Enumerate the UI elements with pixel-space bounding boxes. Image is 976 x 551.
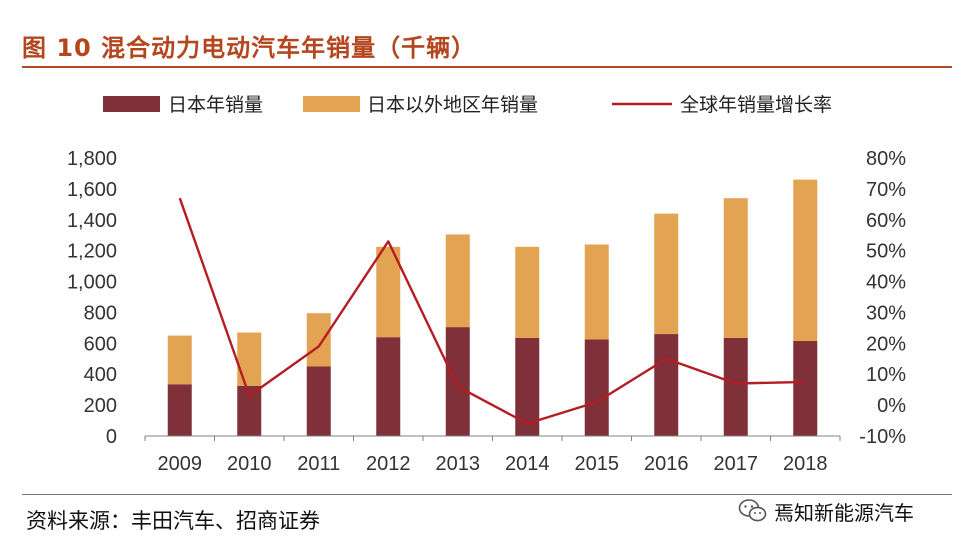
y-tick-label: 1,400: [67, 210, 117, 232]
y-tick-label: 600: [84, 333, 117, 355]
bar-overseas-2016: [654, 213, 679, 335]
y2-tick-label: 70%: [866, 179, 906, 201]
source-note: 资料来源：丰田汽车、招商证券: [26, 509, 320, 533]
bar-overseas-2011: [306, 313, 331, 367]
y-tick-label: 200: [84, 395, 117, 417]
bar-japan-2016: [654, 334, 679, 436]
y2-tick-label: 50%: [866, 241, 906, 263]
y-tick-label: 800: [84, 302, 117, 324]
y-tick-label: 1,600: [67, 179, 117, 201]
y2-tick-label: -10%: [859, 426, 906, 448]
bar-marks: [167, 179, 818, 436]
y2-tick-label: 40%: [866, 272, 906, 294]
legend-swatch-overseas: [303, 96, 360, 112]
y-tick-label: 1,200: [67, 241, 117, 263]
bar-japan-2009: [167, 384, 192, 436]
bar-overseas-2015: [584, 244, 609, 340]
legend: 日本年销量 日本以外地区年销量 全球年销量增长率: [103, 94, 832, 116]
bar-japan-2011: [306, 366, 331, 436]
bar-overseas-2009: [167, 335, 192, 385]
x-tick-label: 2009: [158, 453, 203, 475]
x-tick-label: 2017: [714, 453, 759, 475]
bar-overseas-2018: [793, 179, 818, 342]
y-tick-label: 1,800: [67, 148, 117, 170]
x-tick-label: 2014: [505, 453, 550, 475]
source-divider: [22, 494, 952, 495]
bar-japan-2017: [723, 337, 748, 436]
growth-line: [178, 197, 806, 425]
legend-label-overseas: 日本以外地区年销量: [367, 94, 538, 116]
chart-title: 图 10 混合动力电动汽车年销量（千辆）: [22, 34, 477, 62]
x-tick-label: 2011: [297, 453, 340, 475]
watermark-text: 焉知新能源汽车: [774, 500, 914, 525]
legend-label-japan: 日本年销量: [168, 94, 263, 116]
watermark: 焉知新能源汽车: [738, 496, 914, 526]
bar-japan-2018: [793, 341, 818, 436]
x-tick-label: 2013: [436, 453, 481, 475]
bar-overseas-2010: [237, 332, 262, 386]
x-tick-label: 2018: [783, 453, 828, 475]
bar-overseas-2013: [445, 234, 470, 328]
axes: [144, 435, 841, 441]
y-tick-label: 0: [106, 426, 117, 448]
x-tick-label: 2016: [644, 453, 689, 475]
bar-japan-2012: [376, 337, 401, 436]
x-tick-label: 2010: [227, 453, 272, 475]
y2-tick-label: 80%: [866, 148, 906, 170]
tick-labels: 0 200 400 600 800 1,000 1,200 1,400 1,600 1,800 -1…: [67, 148, 906, 475]
y-tick-label: 400: [84, 364, 117, 386]
legend-label-growth: 全球年销量增长率: [680, 94, 832, 116]
y2-tick-label: 10%: [866, 364, 906, 386]
y2-tick-label: 30%: [866, 302, 906, 324]
legend-swatch-japan: [103, 96, 160, 112]
wechat-icon: [738, 498, 768, 524]
y-tick-label: 1,000: [67, 272, 117, 294]
growth-line-marks: [178, 197, 806, 425]
bar-overseas-2012: [376, 246, 401, 338]
bar-japan-2013: [445, 327, 470, 436]
x-tick-label: 2015: [575, 453, 620, 475]
y2-tick-label: 20%: [866, 333, 906, 355]
y2-tick-label: 0%: [877, 395, 906, 417]
bar-overseas-2017: [723, 198, 748, 338]
y2-tick-label: 60%: [866, 210, 906, 232]
title-divider: [22, 66, 952, 68]
bar-overseas-2014: [515, 246, 540, 338]
x-tick-label: 2012: [366, 453, 411, 475]
bar-japan-2015: [584, 339, 609, 436]
hybrid-sales-chart: 日本年销量 日本以外地区年销量 全球年销量增长率 0 200 400 600 800 1,00…: [67, 94, 906, 475]
